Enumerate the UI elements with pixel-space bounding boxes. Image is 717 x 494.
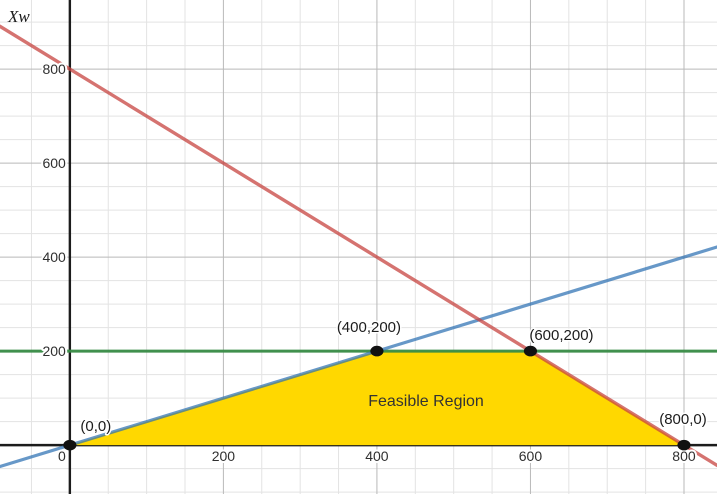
y-tick-label: 600: [42, 155, 66, 171]
y-tick-label: 800: [42, 61, 66, 77]
y-axis-title: Xw: [8, 7, 30, 26]
x-tick-label: 600: [519, 448, 543, 464]
y-tick-label: 400: [42, 249, 66, 265]
x-tick-label: 200: [212, 448, 236, 464]
feasible-region-label: Feasible Region: [368, 393, 484, 410]
y-tick-label: 200: [42, 343, 66, 359]
x-tick-label: 800: [672, 448, 696, 464]
vertex-point: [677, 439, 691, 451]
vertex-point: [370, 345, 384, 357]
vertex-label: (400,200): [337, 319, 401, 336]
vertex-point: [523, 345, 538, 357]
x-tick-label: 400: [365, 448, 389, 464]
blue-constraint-line: [0, 245, 717, 469]
origin-tick-label: 0: [58, 448, 66, 464]
red-constraint-line: [0, 24, 717, 468]
vertex-label: (600,200): [529, 327, 593, 344]
vertex-label: (0,0): [80, 418, 111, 435]
feasible-region-polygon: [69, 351, 684, 446]
vertex-label: (800,0): [659, 411, 707, 428]
vertex-point: [63, 439, 77, 451]
